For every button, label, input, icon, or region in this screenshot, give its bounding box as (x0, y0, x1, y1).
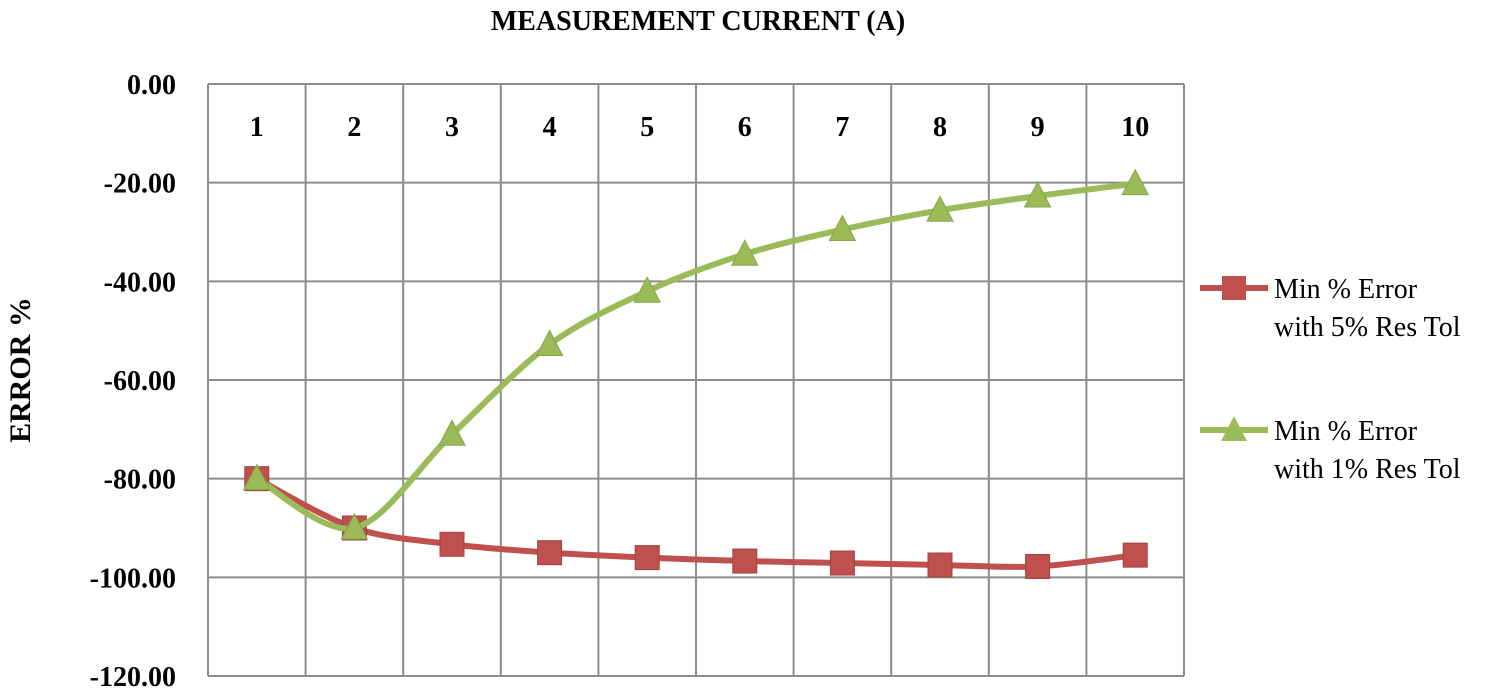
data-point-triangle (1121, 168, 1150, 196)
data-point-triangle (633, 276, 662, 303)
gridlines (207, 84, 1185, 677)
y-tick-label: -80.00 (104, 465, 176, 496)
data-point-triangle (730, 239, 759, 266)
y-tick-labels: 0.00 -20.00 -40.00 -60.00 -80.00 -100.00 -120.… (90, 70, 176, 693)
x-tick-label: 1 (250, 112, 264, 143)
legend-label: with 1% Res Tol (1274, 454, 1461, 485)
x-tick-labels: 1 2 3 4 5 6 7 8 9 10 (250, 112, 1149, 143)
x-tick-label: 8 (933, 112, 947, 143)
legend: Min % Error with 5% Res Tol Min % Error wit… (1200, 274, 1461, 485)
data-point-triangle (926, 195, 954, 222)
x-tick-label: 7 (835, 112, 849, 143)
legend-label: Min % Error (1274, 416, 1418, 447)
data-point-square (1122, 542, 1148, 568)
data-point-square (439, 531, 465, 557)
legend-marker-square (1222, 276, 1246, 300)
legend-label: Min % Error (1274, 274, 1418, 305)
data-point-triangle (242, 463, 271, 491)
series-2 (242, 168, 1150, 540)
series (242, 168, 1150, 579)
data-point-square (634, 545, 660, 571)
y-tick-label: -100.00 (90, 563, 176, 594)
legend-marker-triangle (1221, 416, 1247, 441)
data-point-square (732, 548, 758, 574)
y-tick-label: 0.00 (127, 70, 176, 101)
legend-item-2: Min % Error with 1% Res Tol (1200, 416, 1461, 485)
data-point-square (927, 552, 953, 578)
x-tick-label: 10 (1121, 112, 1149, 143)
data-point-triangle (1023, 180, 1052, 208)
x-axis-title: MEASUREMENT CURRENT (A) (491, 6, 905, 37)
y-axis-title: ERROR % (4, 297, 37, 443)
data-point-triangle (535, 329, 564, 356)
data-point-square (1025, 553, 1051, 579)
x-tick-label: 4 (543, 112, 557, 143)
series-line (255, 180, 1136, 532)
legend-label: with 5% Res Tol (1274, 312, 1461, 343)
x-tick-label: 2 (347, 112, 361, 143)
x-tick-label: 6 (738, 112, 752, 143)
x-tick-label: 5 (640, 112, 654, 143)
data-point-triangle (340, 512, 369, 540)
y-tick-label: -120.00 (90, 662, 176, 693)
legend-item-1: Min % Error with 5% Res Tol (1200, 274, 1461, 343)
series-line (255, 475, 1136, 570)
data-point-triangle (438, 419, 466, 446)
y-tick-label: -40.00 (104, 267, 176, 298)
y-tick-label: -60.00 (104, 366, 176, 397)
x-tick-label: 9 (1031, 112, 1045, 143)
x-tick-label: 3 (445, 112, 459, 143)
data-point-triangle (828, 214, 857, 242)
y-tick-label: -20.00 (104, 169, 176, 200)
data-point-square (829, 550, 855, 576)
data-point-square (537, 540, 563, 566)
